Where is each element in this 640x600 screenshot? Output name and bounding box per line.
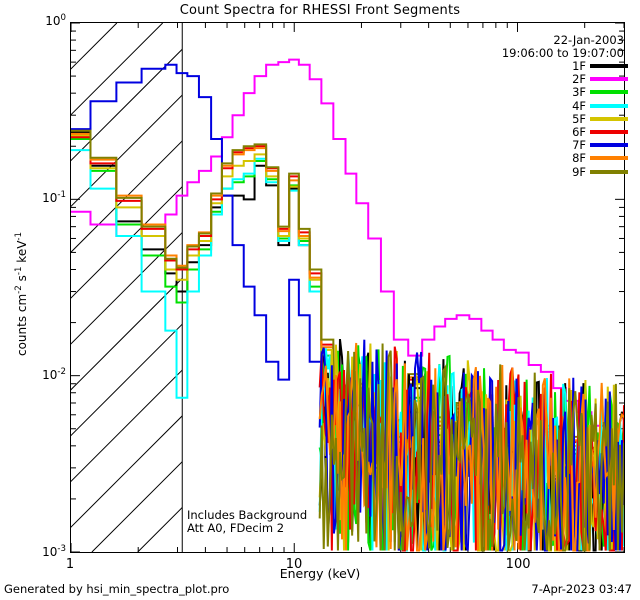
y-tick-1e0: 100 [45, 13, 66, 28]
series-line-2f [71, 58, 624, 444]
legend-label-1f: 1F [572, 59, 586, 73]
footer-generator: Generated by hsi_min_spectra_plot.pro [4, 582, 230, 596]
legend-label-3f: 3F [572, 85, 586, 100]
header-date: 22-Jan-2003 [553, 33, 624, 47]
legend-label-9f: 9F [572, 164, 586, 179]
legend-label-5f: 5F [572, 111, 586, 126]
x-tick-10: 10 [285, 557, 303, 572]
header-interval: 19:06:00 to 19:07:00 [501, 46, 624, 60]
y-tick-1e-2: 10-2 [42, 367, 66, 382]
series-group [71, 58, 624, 552]
legend-label-2f: 2F [572, 72, 586, 87]
spectra-svg [70, 22, 625, 553]
legend-swatch-3f [590, 90, 628, 95]
y-axis-label: counts cm-2 s-1 keV-1 [14, 231, 29, 357]
series-noise-9f [318, 343, 624, 552]
legend-label-6f: 6F [572, 125, 586, 139]
legend-swatch-8f [590, 156, 628, 161]
x-tick-100: 100 [505, 557, 531, 572]
y-tick-1e-3: 10-3 [42, 544, 66, 559]
annotation-att-fdecim: Att A0, FDecim 2 [187, 521, 285, 535]
annotation-includes-background: Includes Background [187, 508, 308, 522]
legend-swatch-9f [590, 169, 628, 174]
footer-timestamp: 7-Apr-2023 03:47 [531, 582, 632, 596]
legend-label-8f: 8F [572, 151, 586, 166]
x-axis-label: Energy (keV) [279, 566, 361, 581]
series-noise-7f [318, 339, 624, 552]
legend-label-4f: 4F [572, 98, 586, 113]
legend-swatch-6f [590, 130, 628, 134]
series-noise-8f [318, 342, 624, 552]
legend-label-7f: 7F [572, 138, 586, 153]
y-tick-1e-1: 10-1 [42, 190, 66, 205]
plot-frame: Includes Background Att A0, FDecim 2 [70, 22, 625, 553]
legend-swatch-4f [590, 103, 628, 108]
x-tick-1: 1 [65, 557, 75, 572]
legend-swatch-2f [590, 77, 628, 82]
legend-swatch-5f [590, 116, 628, 121]
legend-swatch-7f [590, 143, 628, 148]
page-title: Count Spectra for RHESSI Front Segments [179, 3, 461, 18]
legend-swatch-1f [590, 64, 628, 68]
